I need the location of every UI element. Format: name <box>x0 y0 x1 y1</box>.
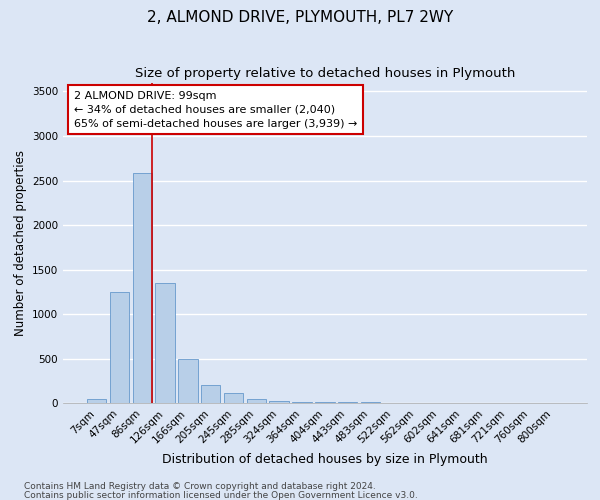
Bar <box>201 385 220 404</box>
Text: 2 ALMOND DRIVE: 99sqm
← 34% of detached houses are smaller (2,040)
65% of semi-d: 2 ALMOND DRIVE: 99sqm ← 34% of detached … <box>74 90 357 128</box>
Y-axis label: Number of detached properties: Number of detached properties <box>14 150 26 336</box>
Bar <box>292 402 312 404</box>
Bar <box>155 283 175 404</box>
Bar <box>87 399 106 404</box>
Bar <box>338 402 358 404</box>
X-axis label: Distribution of detached houses by size in Plymouth: Distribution of detached houses by size … <box>162 454 488 466</box>
Bar <box>110 292 129 404</box>
Bar <box>247 398 266 404</box>
Title: Size of property relative to detached houses in Plymouth: Size of property relative to detached ho… <box>134 67 515 80</box>
Bar <box>178 360 197 404</box>
Text: Contains public sector information licensed under the Open Government Licence v3: Contains public sector information licen… <box>24 490 418 500</box>
Bar <box>361 402 380 404</box>
Bar <box>269 401 289 404</box>
Bar <box>315 402 335 404</box>
Bar <box>224 393 243 404</box>
Bar <box>133 172 152 404</box>
Text: Contains HM Land Registry data © Crown copyright and database right 2024.: Contains HM Land Registry data © Crown c… <box>24 482 376 491</box>
Text: 2, ALMOND DRIVE, PLYMOUTH, PL7 2WY: 2, ALMOND DRIVE, PLYMOUTH, PL7 2WY <box>147 10 453 25</box>
